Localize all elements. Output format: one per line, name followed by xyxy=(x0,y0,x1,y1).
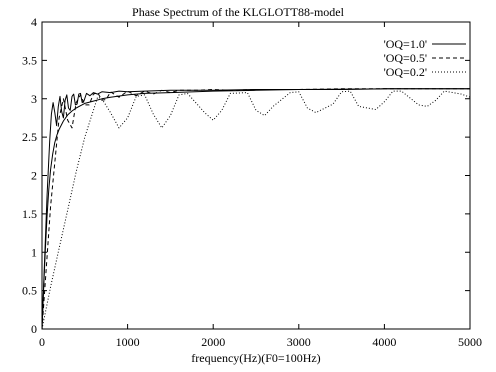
x-tick-label: 3000 xyxy=(287,335,311,349)
legend-label-oq02: 'OQ=0.2' xyxy=(384,65,427,79)
chart-title: Phase Spectrum of the KLGLOTT88-model xyxy=(132,5,345,19)
y-tick-label: 0 xyxy=(31,322,37,336)
y-tick-label: 3 xyxy=(31,92,37,106)
x-tick-label: 0 xyxy=(39,335,45,349)
x-tick-label: 2000 xyxy=(201,335,225,349)
series-line-3 xyxy=(41,90,471,330)
y-tick-label: 2 xyxy=(31,169,37,183)
legend-label-oq05: 'OQ=0.5' xyxy=(384,51,427,65)
y-tick-label: 2.5 xyxy=(22,130,37,144)
y-tick-label: 3.5 xyxy=(22,53,37,67)
x-axis: 0 1000 2000 3000 4000 5000 xyxy=(39,22,482,349)
y-axis: 0 0.5 1 1.5 2 2.5 3 3.5 4 xyxy=(22,15,470,336)
x-axis-label: frequency(Hz)(F0=100Hz) xyxy=(191,351,320,365)
series-line-0 xyxy=(41,88,470,330)
y-tick-label: 1 xyxy=(31,245,37,259)
series-line-2 xyxy=(41,88,470,330)
x-tick-label: 4000 xyxy=(372,335,396,349)
x-tick-label: 5000 xyxy=(458,335,482,349)
legend: 'OQ=1.0' 'OQ=0.5' 'OQ=0.2' xyxy=(384,37,466,79)
x-tick-label: 1000 xyxy=(116,335,140,349)
y-tick-label: 0.5 xyxy=(22,284,37,298)
y-tick-label: 4 xyxy=(31,15,37,29)
y-tick-label: 1.5 xyxy=(22,207,37,221)
series-lines xyxy=(41,88,471,330)
legend-label-oq10: 'OQ=1.0' xyxy=(384,37,427,51)
series-line-1 xyxy=(41,88,470,330)
